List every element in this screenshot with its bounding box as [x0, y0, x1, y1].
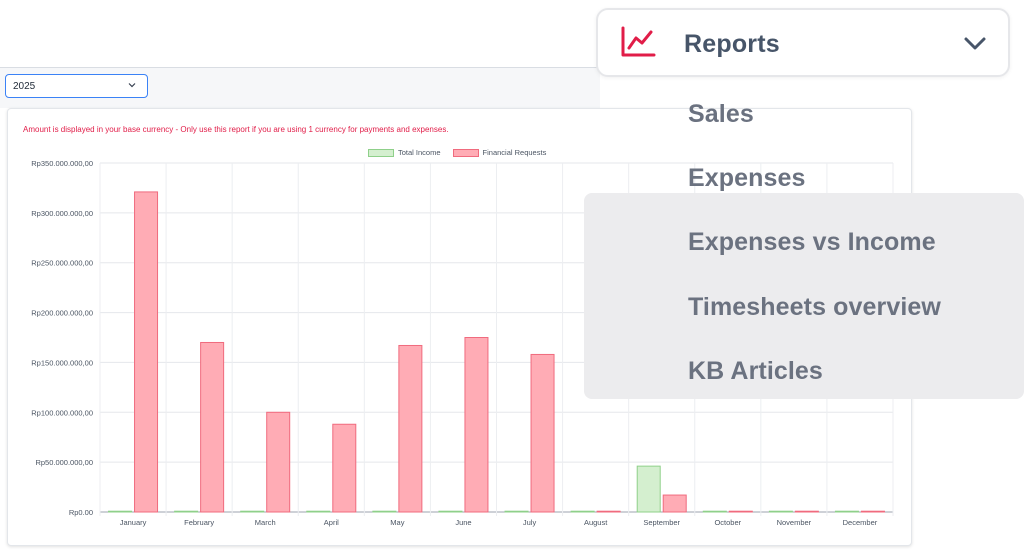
bar-financial-requests	[662, 494, 687, 513]
reports-menu-title: Reports	[684, 30, 780, 58]
bar-financial-requests	[728, 510, 753, 513]
legend-swatch-income	[368, 148, 394, 157]
bar-financial-requests	[464, 337, 489, 513]
reports-menu-toggle[interactable]: Reports	[596, 8, 1010, 77]
bar-total-income	[834, 510, 859, 513]
bar-total-income	[636, 465, 661, 513]
x-tick-label: November	[777, 518, 812, 527]
y-tick-label: Rp350.000.000,00	[31, 159, 93, 168]
currency-notice: Amount is displayed in your base currenc…	[23, 125, 449, 134]
bar-total-income	[702, 510, 727, 513]
y-tick-label: Rp250.000.000,00	[31, 259, 93, 268]
menu-item-expenses[interactable]: Expenses	[688, 164, 806, 192]
menu-item-kb-articles[interactable]: KB Articles	[688, 357, 823, 385]
x-tick-label: August	[584, 518, 608, 527]
year-select[interactable]: 2025	[5, 74, 148, 98]
x-tick-label: September	[643, 518, 680, 527]
menu-item-timesheets-overview[interactable]: Timesheets overview	[688, 293, 941, 321]
bar-financial-requests	[530, 353, 555, 513]
line-chart-icon	[621, 26, 656, 57]
year-select-value: 2025	[13, 80, 36, 92]
chevron-down-icon	[964, 37, 986, 50]
legend-label-income: Total Income	[398, 148, 441, 157]
bar-total-income	[174, 510, 199, 513]
legend-item-financial-requests[interactable]: Financial Requests	[452, 148, 547, 157]
menu-item-expenses-vs-income[interactable]: Expenses vs Income	[688, 228, 936, 256]
bar-financial-requests	[596, 510, 621, 513]
y-tick-label: Rp100.000.000,00	[31, 408, 93, 417]
x-tick-label: February	[184, 518, 214, 527]
bar-financial-requests	[860, 510, 885, 513]
y-tick-label: Rp50.000.000,00	[35, 458, 93, 467]
y-tick-label: Rp0.00	[69, 508, 93, 517]
bar-financial-requests	[200, 341, 225, 513]
bar-total-income	[108, 510, 133, 513]
x-tick-label: June	[455, 518, 471, 527]
bar-financial-requests	[266, 411, 291, 513]
x-tick-label: May	[390, 518, 404, 527]
x-tick-label: July	[523, 518, 537, 527]
bar-total-income	[372, 510, 397, 513]
legend-swatch-requests	[452, 148, 479, 157]
legend-label-requests: Financial Requests	[482, 148, 547, 157]
y-tick-label: Rp150.000.000,00	[31, 358, 93, 367]
x-tick-label: December	[843, 518, 878, 527]
chevron-down-icon	[128, 83, 136, 88]
bar-financial-requests	[398, 344, 423, 513]
x-tick-label: March	[255, 518, 276, 527]
y-tick-label: Rp200.000.000,00	[31, 309, 93, 318]
bar-total-income	[306, 510, 331, 513]
legend-item-total-income[interactable]: Total Income	[368, 148, 441, 157]
bar-total-income	[570, 510, 595, 513]
menu-item-sales[interactable]: Sales	[688, 100, 754, 128]
bar-financial-requests	[794, 510, 819, 513]
bar-total-income	[768, 510, 793, 513]
x-tick-label: April	[324, 518, 339, 527]
bar-financial-requests	[134, 191, 159, 513]
x-tick-label: October	[714, 518, 741, 527]
dropdown-highlight-panel	[584, 193, 1024, 399]
bar-financial-requests	[332, 423, 357, 513]
y-tick-label: Rp300.000.000,00	[31, 209, 93, 218]
bar-total-income	[240, 510, 265, 513]
bar-total-income	[504, 510, 529, 513]
chart-legend: Total Income Financial Requests	[368, 148, 546, 157]
x-tick-label: January	[120, 518, 147, 527]
bar-total-income	[438, 510, 463, 513]
